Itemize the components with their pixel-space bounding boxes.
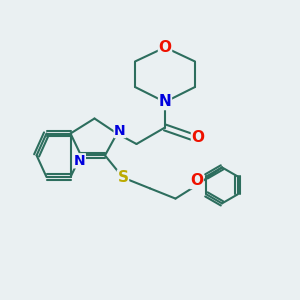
Text: N: N bbox=[74, 154, 85, 168]
Text: O: O bbox=[158, 40, 172, 55]
Text: N: N bbox=[159, 94, 171, 110]
Text: O: O bbox=[190, 173, 203, 188]
Text: O: O bbox=[191, 130, 205, 145]
Text: S: S bbox=[118, 170, 128, 185]
Text: N: N bbox=[114, 124, 126, 137]
